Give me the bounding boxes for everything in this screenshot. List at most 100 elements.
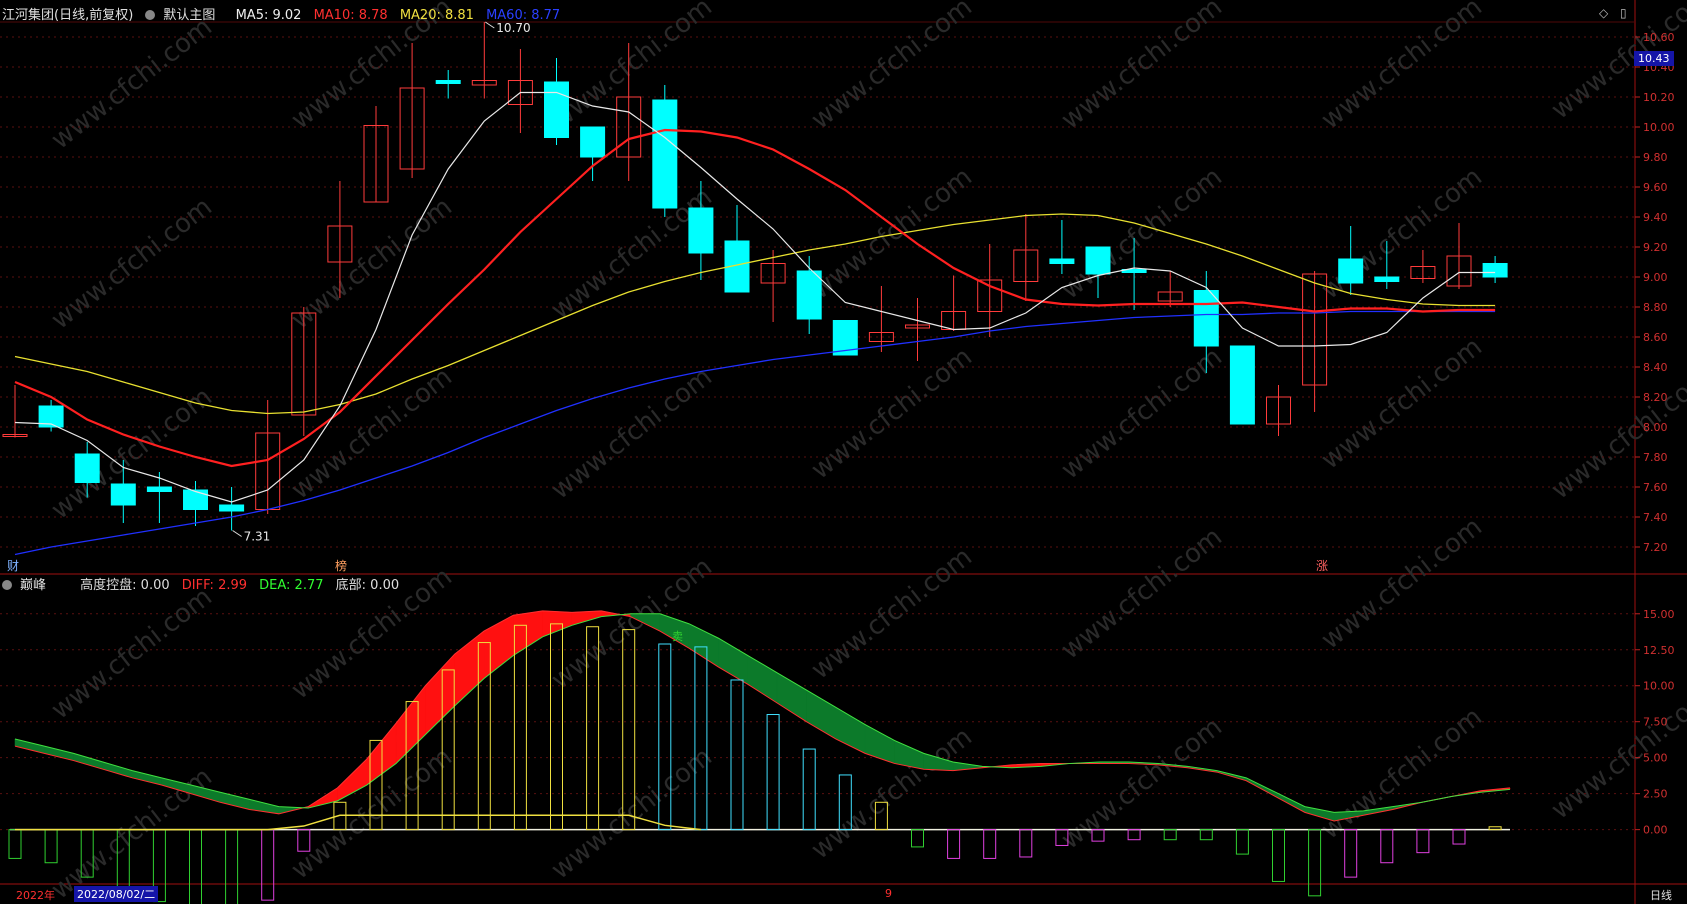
candle-body-12: [435, 80, 461, 84]
diamond-icon[interactable]: ◇: [1599, 6, 1609, 20]
sub-tick-label-0: 15.00: [1643, 608, 1675, 621]
histogram-bar-27: [983, 829, 997, 859]
watermark-4: www.cfchi.com: [1056, 0, 1228, 136]
sub-tick-label-2: 10.00: [1643, 680, 1675, 693]
candle-body-10: [363, 125, 389, 203]
candle-body-29: [1049, 258, 1075, 264]
macd-band-26: [776, 672, 807, 723]
candle-body-37: [1338, 258, 1364, 284]
main-chart-label: 默认主图: [163, 8, 216, 23]
histogram-bar-29: [1055, 829, 1069, 846]
macd-band-2: [73, 753, 104, 770]
candle-body-5: [183, 489, 208, 510]
watermark-20: www.cfchi.com: [46, 582, 218, 726]
histogram-bar-12: [441, 669, 455, 831]
histogram-bar-32: [1163, 829, 1177, 841]
ma60-line: [14, 310, 1496, 556]
candle-body-35: [1266, 396, 1291, 425]
high-control-label: 高度控盘: 0.00: [80, 578, 170, 593]
candle-body-22: [796, 270, 822, 320]
macd-band-16: [483, 614, 514, 680]
price-tick-label-16: 7.40: [1643, 511, 1668, 524]
low-annotation: 7.31: [244, 530, 271, 544]
marker-bang[interactable]: 榜: [335, 559, 348, 573]
main-header: 江河集团(日线,前复权) 默认主图 MA5: 9.02 MA10: 8.78 M…: [2, 4, 568, 23]
histogram-bar-30: [1091, 829, 1105, 842]
histogram-bar-11: [405, 701, 419, 831]
sub-tick-label-3: 7.50: [1643, 716, 1668, 729]
ma20-line: [14, 213, 1496, 415]
diff-label: DIFF: 2.99: [181, 578, 248, 593]
histogram-bar-37: [1344, 829, 1358, 878]
sub-tick-label-6: 0.00: [1643, 824, 1668, 837]
watermark-31: www.cfchi.com: [1316, 702, 1488, 846]
watermark-18: www.cfchi.com: [1316, 332, 1488, 476]
candle-body-13: [471, 80, 497, 86]
ma60-label: MA60: 8.77: [486, 8, 561, 23]
macd-band-4: [132, 770, 162, 786]
ma10-label: MA10: 8.78: [313, 8, 388, 23]
watermark-16: www.cfchi.com: [806, 342, 978, 486]
watermark-17: www.cfchi.com: [1056, 342, 1228, 486]
sub-tick-label-5: 2.50: [1643, 788, 1668, 801]
histogram-bar-35: [1272, 829, 1285, 882]
main-chart-toggle[interactable]: 默认主图: [145, 8, 223, 23]
dea-label: DEA: 2.77: [259, 578, 324, 593]
high-annotation: 10.70: [496, 21, 530, 35]
histogram-bar-17: [622, 629, 636, 831]
watermark-23: www.cfchi.com: [806, 542, 978, 686]
watermark-11: www.cfchi.com: [1056, 162, 1228, 306]
period-button[interactable]: 日线: [1650, 889, 1672, 902]
price-tick-label-2: 10.20: [1643, 91, 1675, 104]
bottom-year: 2022年: [16, 889, 55, 902]
marker-cai[interactable]: 财: [7, 559, 20, 573]
macd-band-43: [1275, 791, 1306, 813]
sub-header: 巅峰 高度控盘: 0.00 DIFF: 2.99 DEA: 2.77 底部: 0…: [2, 574, 407, 593]
price-tick-label-17: 7.20: [1643, 541, 1668, 554]
collapse-icon[interactable]: ▯: [1620, 6, 1627, 20]
histogram-bar-38: [1380, 829, 1394, 864]
candle-body-36: [1302, 273, 1328, 386]
bottom-label: 底部: 0.00: [335, 578, 400, 593]
histogram-bar-13: [477, 642, 491, 831]
histogram-bar-15: [550, 623, 563, 831]
candle-body-30: [1085, 246, 1111, 275]
watermark-15: www.cfchi.com: [546, 362, 718, 506]
marker-zhang[interactable]: 涨: [1316, 559, 1329, 573]
candle-body-18: [652, 99, 678, 209]
histogram-bar-40: [1452, 829, 1466, 845]
histogram-bar-10: [369, 739, 383, 831]
histogram-bar-16: [586, 626, 600, 831]
histogram-bar-0: [8, 829, 22, 859]
price-tick-label-3: 10.00: [1643, 121, 1675, 134]
macd-band-25: [747, 655, 778, 704]
ma5-label: MA5: 9.02: [235, 8, 302, 23]
watermark-12: www.cfchi.com: [1316, 162, 1488, 306]
stock-title: 江河集团(日线,前复权): [2, 8, 134, 23]
candle-body-2: [74, 453, 100, 483]
macd-band-14: [425, 653, 455, 736]
histogram-bar-8: [297, 829, 311, 852]
candle-body-3: [110, 483, 136, 506]
indicator-toggle[interactable]: 巅峰: [2, 578, 54, 593]
candle-body-8: [291, 312, 317, 416]
histogram-bar-28: [1019, 829, 1033, 858]
dea-line: [14, 613, 1511, 813]
circle-dropdown-icon: [145, 10, 156, 20]
candle-body-15: [544, 81, 569, 138]
candle-body-28: [1013, 249, 1039, 282]
candle-body-6: [219, 504, 245, 512]
candle-body-25: [905, 324, 930, 329]
price-tick-label-10: 8.60: [1643, 331, 1668, 344]
macd-band-1: [44, 745, 74, 761]
macd-band-30: [894, 740, 924, 770]
histogram-bar-39: [1416, 829, 1430, 854]
histogram-bar-34: [1235, 829, 1249, 855]
candle-body-11: [399, 87, 425, 170]
price-tick-label-0: 10.60: [1643, 31, 1675, 44]
candle-body-39: [1410, 266, 1436, 279]
watermark-2: www.cfchi.com: [546, 0, 718, 136]
macd-band-24: [718, 637, 749, 685]
bottom-month: 9: [885, 887, 892, 900]
